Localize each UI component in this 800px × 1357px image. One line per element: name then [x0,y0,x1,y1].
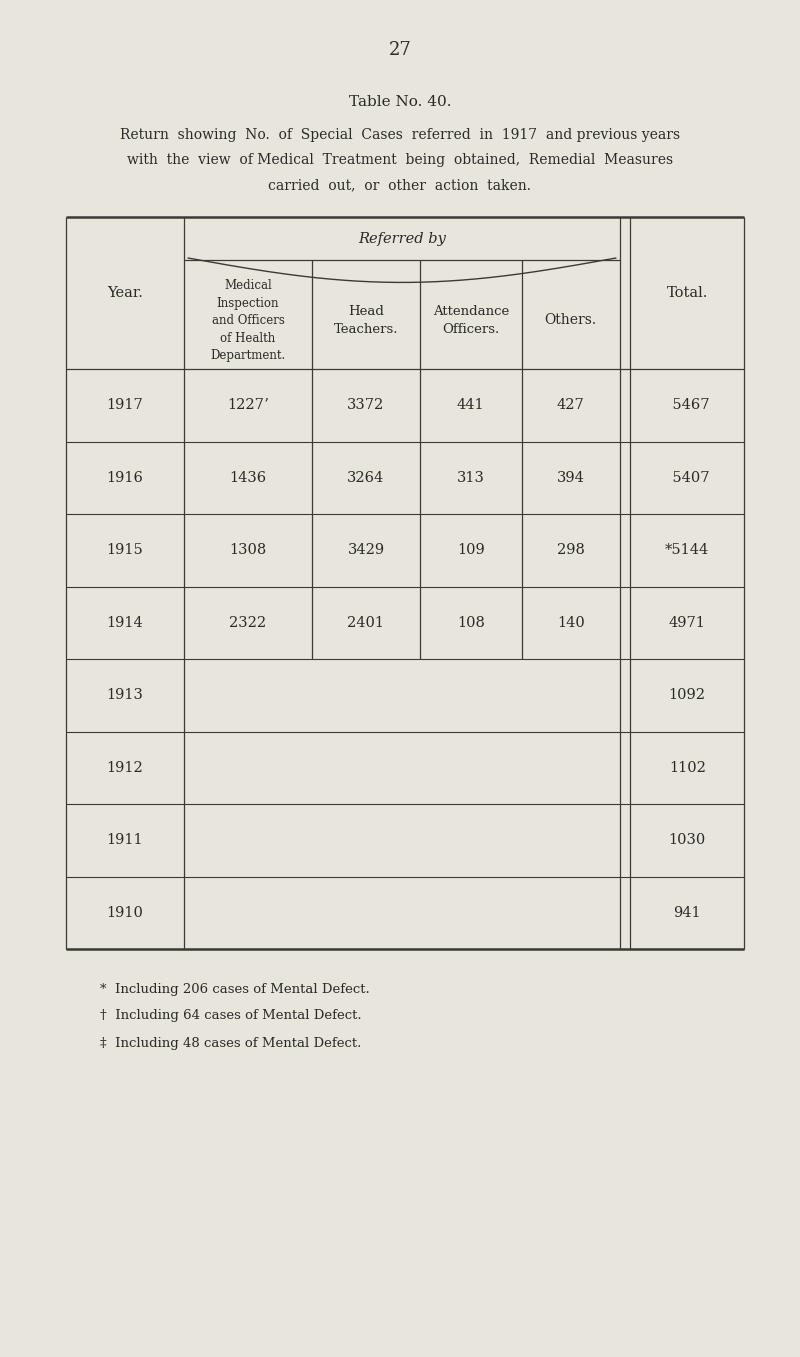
Text: 5407: 5407 [665,471,710,484]
Text: Total.: Total. [666,286,708,300]
Text: 298: 298 [557,543,585,558]
Text: *5144: *5144 [665,543,710,558]
Text: 1092: 1092 [669,688,706,703]
Text: 1914: 1914 [106,616,143,630]
Text: 441: 441 [457,398,485,413]
Text: 1030: 1030 [669,833,706,847]
Text: 109: 109 [457,543,485,558]
Text: 27: 27 [389,41,411,58]
Text: 1912: 1912 [106,761,143,775]
Text: †  Including 64 cases of Mental Defect.: † Including 64 cases of Mental Defect. [100,1010,362,1023]
Text: 1911: 1911 [106,833,143,847]
Text: 5467: 5467 [665,398,710,413]
Text: Table No. 40.: Table No. 40. [349,95,451,109]
Text: with  the  view  of Medical  Treatment  being  obtained,  Remedial  Measures: with the view of Medical Treatment being… [127,153,673,167]
Text: Return  showing  No.  of  Special  Cases  referred  in  1917  and previous years: Return showing No. of Special Cases refe… [120,128,680,142]
Text: 941: 941 [674,905,701,920]
Text: Head
Teachers.: Head Teachers. [334,305,398,335]
Text: 1913: 1913 [106,688,143,703]
Text: 1910: 1910 [106,905,143,920]
Text: 1102: 1102 [669,761,706,775]
Text: 1308: 1308 [230,543,266,558]
Text: Referred by: Referred by [358,232,446,246]
Text: ‡  Including 48 cases of Mental Defect.: ‡ Including 48 cases of Mental Defect. [100,1037,362,1049]
Text: 1916: 1916 [106,471,143,484]
Text: carried  out,  or  other  action  taken.: carried out, or other action taken. [269,178,531,191]
Text: 2322: 2322 [230,616,266,630]
Text: 1917: 1917 [106,398,143,413]
Text: 394: 394 [557,471,585,484]
Text: 140: 140 [557,616,585,630]
Text: *  Including 206 cases of Mental Defect.: * Including 206 cases of Mental Defect. [100,982,370,996]
Text: 1915: 1915 [106,543,143,558]
Text: 3264: 3264 [347,471,385,484]
Text: 1436: 1436 [230,471,266,484]
Text: 4971: 4971 [669,616,706,630]
Text: 1227ʼ: 1227ʼ [227,398,269,413]
Text: 313: 313 [457,471,485,484]
Text: Year.: Year. [107,286,142,300]
Text: Medical
Inspection
and Officers
of Health
Department.: Medical Inspection and Officers of Healt… [210,280,286,362]
Text: 2401: 2401 [347,616,385,630]
Text: 3429: 3429 [347,543,385,558]
Text: 108: 108 [457,616,485,630]
Text: Others.: Others. [545,313,597,327]
Text: 427: 427 [557,398,585,413]
Text: Attendance
Officers.: Attendance Officers. [433,305,509,335]
Text: 3372: 3372 [347,398,385,413]
